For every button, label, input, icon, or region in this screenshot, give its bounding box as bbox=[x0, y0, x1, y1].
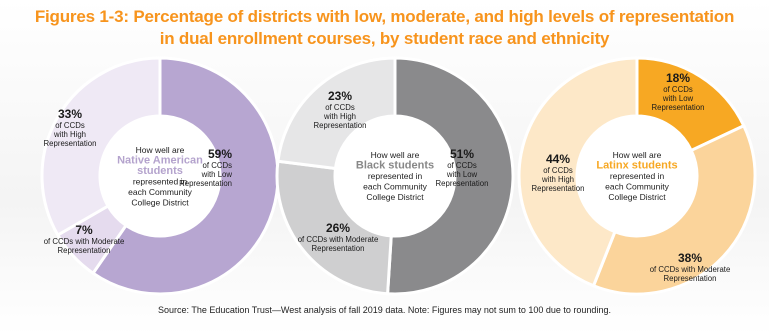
donut-center bbox=[577, 116, 697, 236]
center-label-line: represented in bbox=[133, 176, 188, 186]
slice-percent-label: 26% bbox=[326, 221, 350, 235]
slice-description-label: Representation bbox=[312, 244, 365, 253]
slice-percent-label: 59% bbox=[208, 147, 232, 161]
center-label-line: students bbox=[137, 165, 183, 177]
center-label-line: Native American bbox=[117, 154, 203, 166]
slice-percent-label: 33% bbox=[58, 107, 82, 121]
slice-description-label: with Low bbox=[662, 94, 694, 103]
center-label-line: How well are bbox=[136, 145, 185, 155]
slice-description-label: with Low bbox=[201, 170, 233, 179]
slice-description-label: of CCDs with Moderate bbox=[298, 235, 379, 244]
center-label-line: Latinx students bbox=[596, 160, 677, 172]
slice-description-label: Representation bbox=[652, 103, 705, 112]
donut-center bbox=[335, 116, 455, 236]
slice-description-label: of CCDs with Moderate bbox=[44, 237, 125, 246]
center-label-line: each Community bbox=[128, 187, 193, 197]
slice-description-label: with High bbox=[323, 112, 356, 121]
slice-description-label: Representation bbox=[314, 121, 367, 130]
slice-description-label: Representation bbox=[179, 179, 232, 188]
slice-description-label: of CCDs bbox=[663, 85, 693, 94]
slice-description-label: of CCDs bbox=[55, 121, 85, 130]
center-label-line: College District bbox=[608, 192, 666, 202]
chart-title: Figures 1-3: Percentage of districts wit… bbox=[0, 6, 769, 50]
slice-description-label: Representation bbox=[44, 139, 97, 148]
donut-center bbox=[100, 116, 220, 236]
slice-description-label: with High bbox=[541, 175, 574, 184]
slice-description-label: Representation bbox=[664, 274, 717, 283]
title-line-2: in dual enrollment courses, by student r… bbox=[159, 29, 610, 48]
center-label-line: College District bbox=[131, 197, 189, 207]
slice-percent-label: 7% bbox=[75, 223, 93, 237]
center-label-line: represented in bbox=[368, 171, 423, 181]
center-label-line: each Community bbox=[363, 182, 428, 192]
slice-description-label: of CCDs bbox=[543, 166, 573, 175]
center-label-line: How well are bbox=[371, 150, 420, 160]
slice-description-label: of CCDs with Moderate bbox=[650, 265, 731, 274]
center-label-line: Black students bbox=[356, 160, 434, 172]
slice-description-label: Representation bbox=[436, 179, 489, 188]
slice-percent-label: 44% bbox=[546, 152, 570, 166]
center-label-line: each Community bbox=[605, 182, 670, 192]
title-line-1: Figures 1-3: Percentage of districts wit… bbox=[34, 7, 735, 26]
slice-percent-label: 38% bbox=[678, 251, 702, 265]
slice-description-label: of CCDs bbox=[325, 103, 355, 112]
center-label-line: College District bbox=[366, 192, 424, 202]
center-label-line: How well are bbox=[613, 150, 662, 160]
slice-description-label: of CCDs bbox=[203, 161, 233, 170]
slice-percent-label: 18% bbox=[666, 71, 690, 85]
slice-description-label: Representation bbox=[532, 184, 585, 193]
center-label-line: represented in bbox=[610, 171, 665, 181]
slice-description-label: with High bbox=[53, 130, 86, 139]
slice-percent-label: 23% bbox=[328, 89, 352, 103]
source-note: Source: The Education Trust—West analysi… bbox=[158, 305, 611, 315]
slice-percent-label: 51% bbox=[450, 147, 474, 161]
donut-slice bbox=[40, 56, 162, 238]
slice-description-label: Representation bbox=[58, 246, 111, 255]
slice-description-label: with Low bbox=[446, 170, 478, 179]
slice-description-label: of CCDs bbox=[447, 161, 477, 170]
